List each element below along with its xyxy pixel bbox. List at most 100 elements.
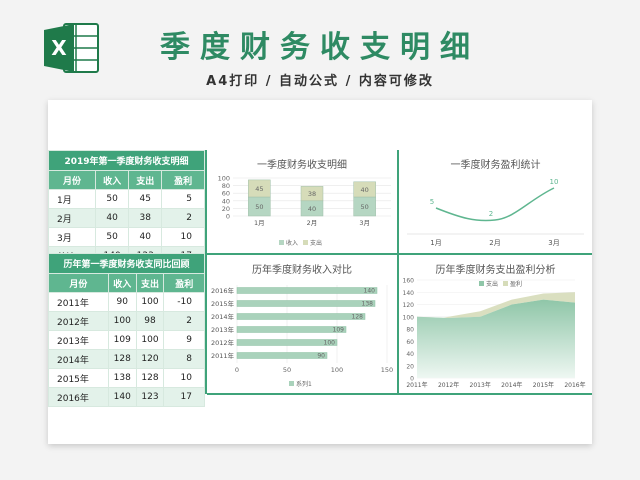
- data-label: 90: [317, 353, 325, 360]
- cell[interactable]: 100: [135, 292, 165, 312]
- data-label: 45: [255, 185, 263, 193]
- data-label: 10: [550, 178, 559, 186]
- cell[interactable]: 2016年: [48, 387, 109, 407]
- data-label: 50: [361, 203, 369, 211]
- history-table: 历年第一季度财务收支同比回顾 月份 收入 支出 盈利 2011年 90 100 …: [48, 253, 205, 407]
- cell[interactable]: 100: [135, 330, 165, 350]
- chart-quarter-detail: 一季度财务收支明细 0 20 40 60 80 100 50 45 1月 40 38 2月 50 40 3月…: [207, 150, 397, 253]
- x-tick-label: 2015年: [533, 381, 554, 389]
- x-tick-label: 2013年: [470, 381, 491, 389]
- cell[interactable]: 40: [128, 227, 163, 247]
- y-tick-label: 20: [406, 363, 414, 370]
- cell[interactable]: 17: [163, 387, 205, 407]
- cell[interactable]: 38: [128, 208, 163, 228]
- chart-title: 一季度财务收支明细: [257, 160, 347, 171]
- cell[interactable]: 2011年: [48, 292, 109, 312]
- cell[interactable]: 5: [161, 189, 205, 209]
- x-tick-label: 2月: [307, 219, 318, 227]
- data-label: 40: [361, 186, 369, 194]
- table-row: 2013年 109 100 9: [48, 330, 205, 350]
- cell[interactable]: 140: [107, 387, 137, 407]
- table-row: 2月 40 38 2: [47, 208, 205, 228]
- y-tick-label: 2012年: [211, 338, 235, 347]
- cell[interactable]: 109: [107, 330, 137, 350]
- table-caption: 2019年第一季度财务收支明细: [48, 150, 205, 171]
- data-label: 50: [255, 203, 263, 211]
- cell[interactable]: 128: [107, 349, 137, 369]
- x-tick-label: 100: [331, 366, 343, 374]
- bar: [236, 352, 328, 359]
- data-label: 140: [364, 288, 376, 295]
- panel-divider: [207, 393, 592, 395]
- cell[interactable]: 2: [163, 311, 205, 331]
- y-tick-label: 100: [403, 314, 415, 321]
- cell[interactable]: 2015年: [48, 368, 109, 388]
- bar: [236, 339, 338, 346]
- x-tick-label: 2月: [489, 239, 500, 247]
- cell[interactable]: 98: [135, 311, 165, 331]
- chart-title: 历年季度财务支出盈利分析: [435, 265, 556, 276]
- x-tick-label: 2012年: [438, 381, 459, 389]
- y-tick-label: 20: [222, 205, 230, 213]
- chart-title: 一季度财务盈利统计: [450, 160, 541, 171]
- panel-divider: [207, 253, 592, 255]
- legend-swatch: [289, 381, 294, 386]
- cell[interactable]: 10: [161, 227, 205, 247]
- cell[interactable]: 138: [107, 368, 137, 388]
- legend-swatch: [479, 281, 484, 286]
- col-header: 盈利: [161, 170, 205, 190]
- cell[interactable]: 120: [135, 349, 165, 369]
- y-tick-label: 2016年: [211, 286, 235, 295]
- y-tick-label: 60: [222, 190, 230, 198]
- legend-label: 支出: [486, 280, 498, 288]
- cell[interactable]: 50: [95, 227, 130, 247]
- data-label: 38: [308, 190, 316, 198]
- col-header: 收入: [95, 170, 130, 190]
- cell[interactable]: 40: [95, 208, 130, 228]
- chart-expense-profit-svg: 0 20 40 60 80 100 120 140 160 2011年 2012年 2013年 2014…: [403, 278, 586, 390]
- legend-swatch: [503, 281, 508, 286]
- bar: [236, 326, 347, 333]
- x-tick-label: 1月: [254, 219, 265, 227]
- x-tick-label: 3月: [548, 239, 559, 247]
- cell[interactable]: 2: [161, 208, 205, 228]
- col-header: 支出: [128, 170, 163, 190]
- cell[interactable]: 123: [135, 387, 165, 407]
- cell[interactable]: 2013年: [48, 330, 109, 350]
- cell[interactable]: 50: [95, 189, 130, 209]
- cell[interactable]: 1月: [47, 189, 97, 209]
- data-label: 128: [352, 314, 364, 321]
- chart-income-history-svg: 0 50 100 150 2016年 140 2015年 138 2014年 128 2013年 10…: [211, 285, 393, 388]
- y-tick-label: 2015年: [211, 299, 235, 308]
- cell[interactable]: 2012年: [48, 311, 109, 331]
- chart-quarter-profit-svg: 5 2 10 1月 2月 3月: [407, 178, 584, 247]
- cell[interactable]: 3月: [47, 227, 97, 247]
- cell[interactable]: 100: [107, 311, 137, 331]
- x-tick-label: 150: [381, 366, 393, 374]
- cell[interactable]: 9: [163, 330, 205, 350]
- svg-text:X: X: [51, 36, 67, 60]
- panel-divider: [397, 150, 399, 394]
- cell[interactable]: 45: [128, 189, 163, 209]
- table-row: 1月 50 45 5: [47, 189, 205, 209]
- data-label: 138: [362, 301, 374, 308]
- cell[interactable]: 128: [135, 368, 165, 388]
- excel-logo-icon: X: [44, 23, 99, 73]
- x-tick-label: 2016年: [564, 381, 585, 389]
- cell[interactable]: 10: [163, 368, 205, 388]
- col-header: 收入: [107, 273, 137, 293]
- y-tick-label: 100: [218, 175, 230, 183]
- legend-label: 支出: [310, 239, 322, 247]
- data-label: 40: [308, 205, 316, 213]
- area-profit: [417, 292, 575, 323]
- x-tick-label: 3月: [359, 219, 370, 227]
- cell[interactable]: 90: [107, 292, 137, 312]
- cell[interactable]: -10: [163, 292, 205, 312]
- cell[interactable]: 2月: [47, 208, 97, 228]
- area-expense: [417, 299, 575, 378]
- cell[interactable]: 2014年: [48, 349, 109, 369]
- cell[interactable]: 8: [163, 349, 205, 369]
- x-tick-label: 50: [283, 366, 291, 374]
- table-caption: 历年第一季度财务收支同比回顾: [48, 253, 205, 274]
- series-line: [435, 187, 555, 222]
